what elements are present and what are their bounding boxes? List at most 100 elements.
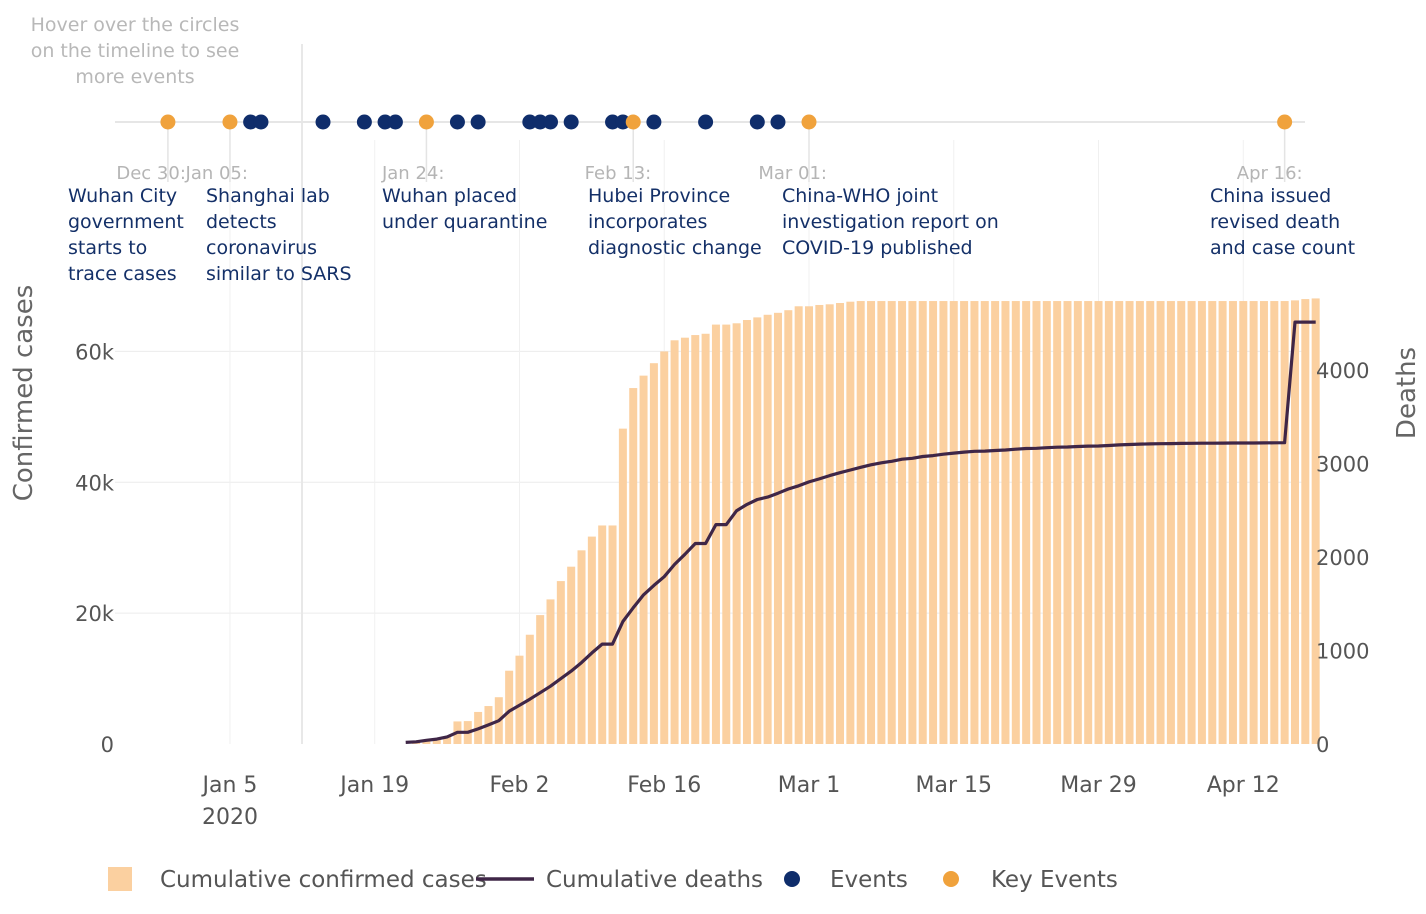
bar-cases <box>773 312 782 744</box>
event-dot[interactable] <box>605 114 621 130</box>
bar-cases <box>949 301 958 744</box>
bar-cases <box>929 301 938 744</box>
bar-cases <box>939 301 948 744</box>
key-event-dot[interactable] <box>222 114 238 130</box>
event-dot[interactable] <box>377 114 393 130</box>
bar-cases <box>443 737 452 744</box>
bar-cases <box>1011 301 1020 744</box>
bar-cases <box>1104 301 1113 744</box>
event-dot[interactable] <box>387 114 403 130</box>
key-event-date: Jan 24: <box>381 163 444 184</box>
bar-cases <box>1166 301 1175 744</box>
event-dot[interactable] <box>253 114 269 130</box>
x-tick-label: Mar 15 <box>916 773 993 798</box>
key-event-text: Shanghai lab <box>206 185 330 207</box>
bar-cases <box>567 566 576 744</box>
event-dot[interactable] <box>470 114 486 130</box>
bar-cases <box>836 303 845 744</box>
key-event-text: COVID-19 published <box>782 237 973 259</box>
x-tick-label: Apr 12 <box>1207 773 1280 798</box>
y-right-tick-label: 4000 <box>1316 359 1369 383</box>
bar-cases <box>660 351 669 744</box>
bar-cases <box>691 335 700 744</box>
key-event-date: Jan 05: <box>185 163 248 184</box>
bar-cases <box>608 525 617 744</box>
key-event-text: Wuhan placed <box>382 185 517 207</box>
key-event-dot[interactable] <box>1277 114 1293 130</box>
bar-cases <box>877 301 886 744</box>
bar-cases <box>432 739 441 744</box>
bar-cases <box>680 337 689 744</box>
legend-swatch-cases <box>108 867 132 891</box>
bar-cases <box>422 740 431 744</box>
bar-cases <box>1125 301 1134 744</box>
event-dot[interactable] <box>449 114 465 130</box>
y-right-tick-label: 3000 <box>1316 453 1369 477</box>
bar-cases <box>1022 301 1031 744</box>
event-dot[interactable] <box>315 114 331 130</box>
event-dot[interactable] <box>243 114 259 130</box>
bar-cases <box>815 304 824 744</box>
event-timeline <box>115 114 1305 182</box>
bar-cases <box>1053 301 1062 744</box>
key-event-text: incorporates <box>588 211 707 233</box>
bar-cases <box>867 301 876 744</box>
key-event-text: government <box>68 211 184 233</box>
x-tick-label: Feb 16 <box>627 773 701 798</box>
bar-cases <box>1094 301 1103 744</box>
event-dot[interactable] <box>770 114 786 130</box>
y-left-tick-label: 60k <box>75 340 115 364</box>
x-tick-label: Jan 5 <box>201 773 258 798</box>
bar-cases <box>742 320 751 744</box>
bar-cases <box>1270 301 1279 744</box>
key-event-dot[interactable] <box>801 114 817 130</box>
event-dot[interactable] <box>563 114 579 130</box>
event-dot[interactable] <box>698 114 714 130</box>
y-right-tick-label: 0 <box>1316 733 1329 757</box>
bar-cases <box>732 323 741 744</box>
key-event-date: Apr 16: <box>1237 163 1303 184</box>
legend-swatch-events <box>784 871 800 887</box>
key-event-text: investigation report on <box>782 211 999 233</box>
bar-cases <box>1177 301 1186 744</box>
bar-cases <box>1084 301 1093 744</box>
key-event-text: under quarantine <box>382 211 547 233</box>
cases-bars <box>412 298 1320 744</box>
key-event-text: revised death <box>1210 211 1340 233</box>
bar-cases <box>1228 301 1237 744</box>
y-left-tick-label: 0 <box>101 733 114 757</box>
key-event-text: China issued <box>1210 185 1331 207</box>
key-event-dot[interactable] <box>418 114 434 130</box>
legend-label-events: Events <box>830 867 908 893</box>
key-event-dot[interactable] <box>625 114 641 130</box>
event-dot[interactable] <box>749 114 765 130</box>
bar-cases <box>1218 301 1227 744</box>
event-dot[interactable] <box>356 114 372 130</box>
x-tick-label: Feb 2 <box>490 773 550 798</box>
event-dot[interactable] <box>532 114 548 130</box>
key-event-text: detects <box>206 211 277 233</box>
key-event-dot[interactable] <box>160 114 176 130</box>
event-dot[interactable] <box>615 114 631 130</box>
bar-cases <box>991 301 1000 744</box>
bar-cases <box>753 317 762 744</box>
x-year-label: 2020 <box>202 805 258 830</box>
bar-cases <box>1032 301 1041 744</box>
key-event-text: and case count <box>1210 237 1355 259</box>
key-event-text: trace cases <box>68 263 177 285</box>
bar-cases <box>918 301 927 744</box>
bar-cases <box>1135 301 1144 744</box>
event-dot[interactable] <box>522 114 538 130</box>
event-dot[interactable] <box>646 114 662 130</box>
bar-cases <box>825 304 834 744</box>
bar-cases <box>1239 301 1248 744</box>
key-event-text: similar to SARS <box>206 263 352 285</box>
bar-cases <box>1063 301 1072 744</box>
bar-cases <box>784 310 793 744</box>
bar-cases <box>970 301 979 744</box>
bar-cases <box>805 306 813 744</box>
bar-cases <box>701 333 710 744</box>
x-tick-label: Mar 29 <box>1060 773 1137 798</box>
event-dot[interactable] <box>543 114 558 130</box>
bar-cases <box>1187 301 1196 744</box>
